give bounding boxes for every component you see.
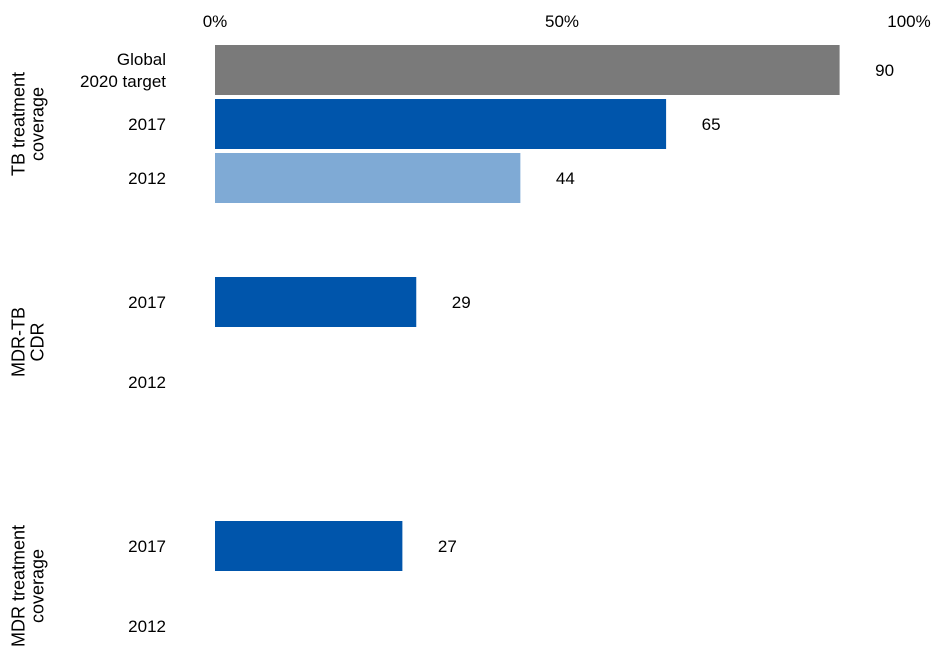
category-label: 2012: [128, 617, 166, 636]
bar: [215, 99, 667, 149]
category-label: 2017: [128, 537, 166, 556]
category-label: 2017: [128, 115, 166, 134]
data-label: 44: [556, 169, 575, 188]
category-label: Global 2020 target: [80, 50, 166, 91]
bar: [215, 277, 417, 327]
x-tick-label: 100%: [887, 12, 930, 31]
data-label: 90: [875, 61, 894, 80]
group-label: MDR treatmentcoverage: [9, 525, 48, 647]
group-label: MDR-TBCDR: [9, 307, 48, 377]
bar: [215, 153, 521, 203]
bar: [215, 45, 840, 95]
data-label: 27: [438, 537, 457, 556]
category-label: 2017: [128, 293, 166, 312]
group-label: TB treatmentcoverage: [9, 72, 48, 176]
x-tick-label: 0%: [203, 12, 228, 31]
x-tick-label: 50%: [545, 12, 579, 31]
category-label: 2012: [128, 169, 166, 188]
data-label: 65: [702, 115, 721, 134]
bar: [215, 521, 403, 571]
data-label: 29: [452, 293, 471, 312]
category-label: 2012: [128, 373, 166, 392]
